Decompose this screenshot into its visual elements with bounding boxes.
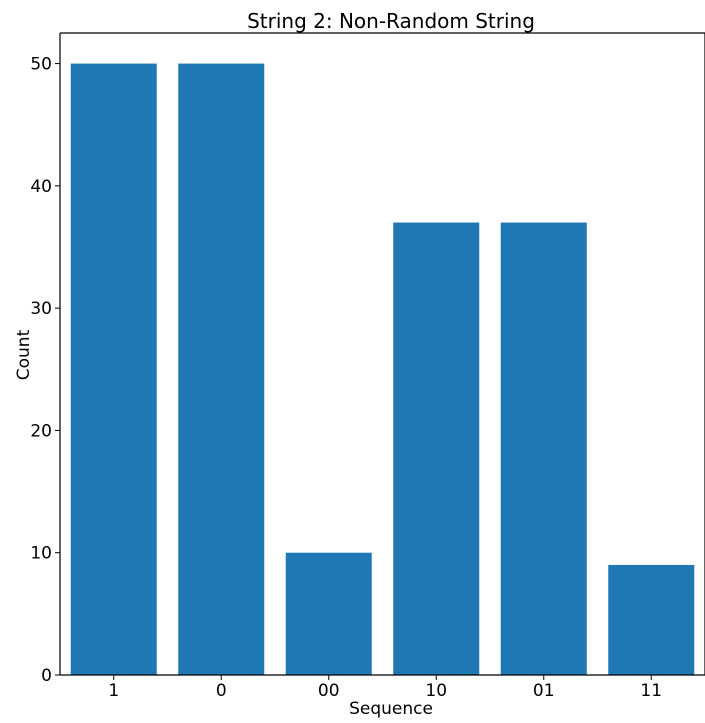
bar-01 [500, 222, 587, 676]
bar-00 [285, 552, 372, 675]
axes-layer [59, 32, 705, 676]
chart-title: String 2: Non-Random String [247, 9, 535, 33]
y-tick-label-10: 10 [30, 544, 52, 564]
x-tick-label-10: 10 [425, 681, 447, 701]
y-tick-label-30: 30 [30, 299, 52, 319]
y-axis-label: Count [14, 329, 34, 380]
bar-11 [608, 564, 695, 675]
x-tick-label-00: 00 [318, 681, 340, 701]
x-tick-label-1: 1 [108, 681, 119, 701]
bar-1 [70, 63, 157, 676]
y-tick-label-20: 20 [30, 421, 52, 441]
y-tick-label-40: 40 [30, 177, 52, 197]
bars-layer [70, 63, 695, 676]
y-tick-label-0: 0 [41, 666, 52, 686]
x-axis-label: Sequence [349, 699, 433, 719]
y-tick-label-50: 50 [30, 55, 52, 75]
x-tick-label-11: 11 [640, 681, 662, 701]
x-tick-label-01: 01 [533, 681, 555, 701]
bar-10 [393, 222, 480, 676]
x-tick-label-0: 0 [216, 681, 227, 701]
bar-0 [178, 63, 265, 676]
